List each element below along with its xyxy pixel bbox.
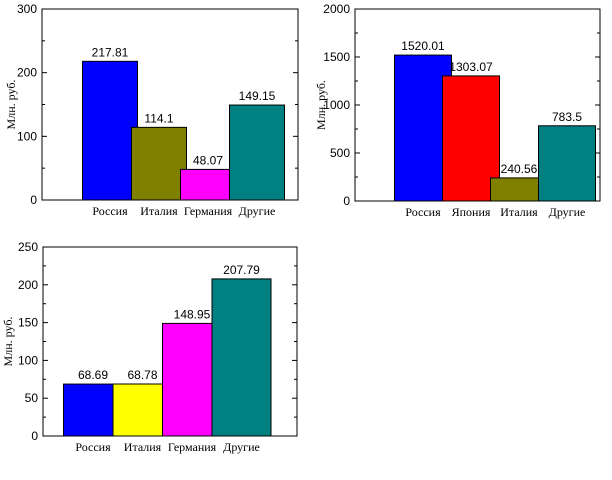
y-tick-label: 0 bbox=[343, 194, 350, 208]
y-tick-label: 0 bbox=[30, 193, 37, 207]
x-category-label: Япония bbox=[452, 205, 491, 219]
x-category-label: Германия bbox=[184, 204, 233, 218]
y-tick-label: 250 bbox=[18, 240, 38, 254]
bar-value-label: 240.56 bbox=[501, 162, 538, 176]
bar-value-label: 1303.07 bbox=[449, 60, 493, 74]
x-category-label: Другие bbox=[223, 440, 260, 454]
chart-bottom-left: 0 50 100 150 200 250 Млн. руб. 68.69 Россия 68.78… bbox=[1, 240, 298, 454]
x-category-label: Россия bbox=[405, 205, 441, 219]
y-tick-label: 500 bbox=[330, 146, 350, 160]
chart-top-left: 0 100 200 300 Млн. руб. 217.81 Россия 114.1 Итал… bbox=[4, 2, 299, 218]
x-category-label: Другие bbox=[549, 205, 586, 219]
bar-value-label: 48.07 bbox=[193, 153, 223, 167]
y-tick-label: 300 bbox=[17, 2, 37, 16]
bar-value-label: 217.81 bbox=[92, 45, 129, 59]
bar bbox=[538, 125, 596, 202]
bar-value-label: 1520.01 bbox=[401, 39, 445, 53]
y-axis-title: Млн. руб. bbox=[1, 317, 15, 367]
x-category-label: Россия bbox=[92, 204, 128, 218]
y-tick-label: 2000 bbox=[323, 2, 350, 16]
bar-value-label: 207.79 bbox=[223, 263, 260, 277]
x-category-label: Россия bbox=[75, 440, 111, 454]
x-category-label: Италия bbox=[140, 204, 178, 218]
bar-value-label: 783.5 bbox=[552, 110, 582, 124]
bar-value-label: 68.69 bbox=[78, 368, 108, 382]
y-tick-label: 1500 bbox=[323, 50, 350, 64]
y-tick-label: 50 bbox=[25, 391, 39, 405]
y-tick-label: 200 bbox=[17, 66, 37, 80]
y-tick-label: 200 bbox=[18, 278, 38, 292]
x-category-label: Италия bbox=[124, 440, 162, 454]
x-category-label: Другие bbox=[239, 204, 276, 218]
bar-value-label: 148.95 bbox=[174, 307, 211, 321]
y-tick-label: 150 bbox=[18, 316, 38, 330]
bar bbox=[229, 104, 285, 201]
chart-top-right: 0 500 1000 1500 2000 Млн. руб. 1520.01 Россия 13… bbox=[314, 2, 601, 219]
bar-value-label: 149.15 bbox=[239, 89, 276, 103]
y-tick-label: 100 bbox=[18, 353, 38, 367]
y-tick-label: 1000 bbox=[323, 98, 350, 112]
x-category-label: Италия bbox=[500, 205, 538, 219]
bar bbox=[82, 60, 138, 201]
x-category-label: Германия bbox=[168, 440, 217, 454]
y-tick-label: 100 bbox=[17, 129, 37, 143]
bar-value-label: 68.78 bbox=[127, 368, 157, 382]
bar-value-label: 114.1 bbox=[144, 111, 173, 125]
bar bbox=[211, 278, 272, 437]
bar bbox=[131, 126, 187, 201]
bar bbox=[180, 168, 236, 201]
y-axis-title: Млн. руб. bbox=[4, 80, 18, 130]
y-axis-title: Млн. руб. bbox=[314, 80, 328, 130]
y-tick-label: 0 bbox=[31, 429, 38, 443]
